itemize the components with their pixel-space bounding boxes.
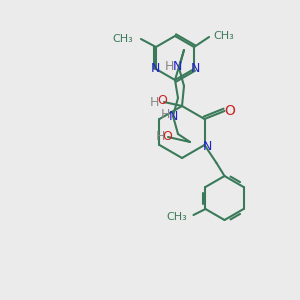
- Text: CH₃: CH₃: [112, 34, 133, 44]
- Text: N: N: [168, 110, 178, 122]
- Text: O: O: [157, 94, 167, 107]
- Text: N: N: [190, 62, 200, 76]
- Text: N: N: [150, 62, 160, 76]
- Text: H: H: [149, 95, 159, 109]
- Text: N: N: [172, 59, 182, 73]
- Text: CH₃: CH₃: [213, 31, 234, 41]
- Text: H: H: [164, 59, 174, 73]
- Text: N: N: [203, 140, 212, 154]
- Text: O: O: [162, 130, 172, 142]
- Text: H: H: [155, 130, 165, 142]
- Text: O: O: [224, 104, 235, 118]
- Text: CH₃: CH₃: [167, 212, 188, 222]
- Text: H: H: [160, 107, 170, 121]
